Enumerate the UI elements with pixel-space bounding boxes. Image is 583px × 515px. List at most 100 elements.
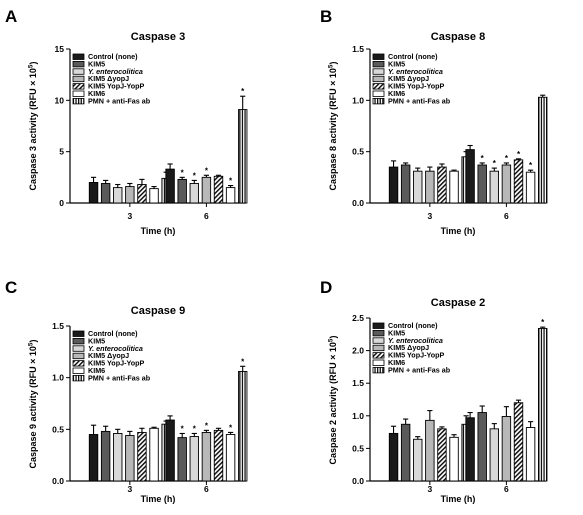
- bar: [400, 423, 411, 482]
- legend-label: KIM5: [388, 328, 405, 337]
- bar: [125, 435, 135, 482]
- y-tick-label: 0.0: [352, 476, 364, 486]
- bar: [201, 176, 212, 204]
- bar: [201, 431, 212, 482]
- bar: [137, 431, 147, 482]
- bar: [113, 433, 123, 482]
- x-tick-label: 6: [504, 211, 509, 221]
- y-tick-label: 0.0: [52, 476, 64, 486]
- legend-label: KIM5 ΔyopJ: [88, 351, 129, 360]
- significance-marker: *: [529, 161, 533, 170]
- legend-swatch: [72, 75, 85, 83]
- bar: [465, 417, 475, 482]
- bar: [113, 187, 123, 204]
- bar: [538, 96, 548, 204]
- legend-swatch: [372, 352, 385, 359]
- chart-panel-d: D Caspase 2 Caspase 2 activity (RFU × 105)…: [320, 278, 548, 504]
- legend-label: KIM6: [388, 358, 405, 367]
- significance-marker: *: [517, 150, 521, 159]
- y-axis-label-close: ): [328, 62, 338, 65]
- bar: [213, 429, 224, 482]
- chart-title: Caspase 2: [431, 297, 485, 309]
- panel-letter: A: [5, 7, 17, 26]
- panel-letter: B: [320, 7, 332, 26]
- bar: [525, 171, 536, 204]
- y-axis-label-text: Caspase 9 activity (RFU × 10: [28, 346, 38, 468]
- bar: [100, 430, 111, 482]
- bar: [237, 371, 248, 482]
- bar: [177, 437, 187, 482]
- bar: [189, 183, 200, 204]
- y-axis-label-close: ): [28, 340, 38, 343]
- legend-label: Control (none): [388, 321, 438, 330]
- bar: [513, 402, 524, 482]
- bar: [189, 436, 200, 482]
- legend-swatch: [72, 367, 85, 374]
- legend-swatch: [72, 360, 85, 367]
- legend-label: KIM5 ΔyopJ: [88, 74, 129, 83]
- bar: [477, 412, 487, 482]
- legend-swatch: [72, 83, 85, 90]
- legend-label: Y. enterocolitica: [388, 67, 443, 76]
- y-tick-label: 2.0: [352, 346, 364, 356]
- legend-swatch: [372, 75, 385, 83]
- legend-label: KIM6: [88, 89, 105, 98]
- legend-swatch: [372, 329, 385, 337]
- legend-swatch: [372, 337, 385, 344]
- legend-label: KIM5 YopJ-YopP: [388, 82, 445, 91]
- legend-swatch: [372, 98, 385, 105]
- legend-label: KIM5: [388, 59, 405, 68]
- legend-label: PMN + anti-Fas ab: [88, 96, 151, 105]
- panel-letter: D: [320, 278, 332, 297]
- significance-marker: *: [481, 154, 485, 163]
- legend-swatch: [372, 322, 385, 329]
- x-axis-label: Time (h): [141, 226, 176, 236]
- bar: [388, 432, 399, 482]
- bar: [413, 438, 423, 482]
- bar: [489, 428, 499, 482]
- bar: [513, 159, 524, 204]
- y-axis-label-exponent: 5: [328, 64, 335, 68]
- legend-label: PMN + anti-Fas ab: [88, 373, 151, 382]
- legend-swatch: [72, 98, 85, 105]
- significance-marker: *: [205, 421, 209, 430]
- legend-swatch: [72, 337, 85, 345]
- legend-swatch: [72, 374, 85, 382]
- y-axis-label-text: Caspase 8 activity (RFU × 10: [328, 68, 338, 190]
- significance-marker: *: [193, 424, 197, 433]
- bar: [437, 166, 447, 204]
- y-axis-label-exponent: 5: [28, 64, 35, 68]
- chart-panel-b: B Caspase 8 Caspase 8 activity (RFU × 105)…: [320, 7, 548, 236]
- y-axis-label-text: Caspase 2 activity (RFU × 10: [328, 342, 338, 464]
- bar: [425, 170, 435, 204]
- legend-swatch: [72, 330, 85, 337]
- y-tick-label: 15: [55, 44, 65, 54]
- legend-swatch: [72, 61, 85, 68]
- legend-label: PMN + anti-Fas ab: [388, 365, 451, 374]
- legend-swatch: [372, 61, 385, 68]
- significance-marker: *: [241, 357, 245, 366]
- bar: [437, 428, 447, 482]
- x-tick-label: 6: [204, 484, 209, 494]
- bar: [400, 164, 411, 204]
- bar: [477, 164, 487, 204]
- legend-swatch: [372, 53, 385, 60]
- legend-label: KIM5: [88, 59, 105, 68]
- bar: [449, 436, 459, 482]
- y-tick-label: 10: [55, 95, 65, 105]
- legend-swatch: [72, 352, 85, 360]
- y-tick-label: 0.5: [352, 443, 364, 453]
- legend-swatch: [372, 68, 385, 75]
- bar: [413, 170, 423, 204]
- bar: [88, 182, 99, 204]
- y-tick-label: 0: [59, 198, 64, 208]
- legend-swatch: [372, 359, 385, 366]
- legend-swatch: [372, 83, 385, 90]
- bar: [237, 109, 248, 204]
- legend-label: KIM5 ΔyopJ: [388, 343, 429, 352]
- legend-label: KIM5 YopJ-YopP: [388, 351, 445, 360]
